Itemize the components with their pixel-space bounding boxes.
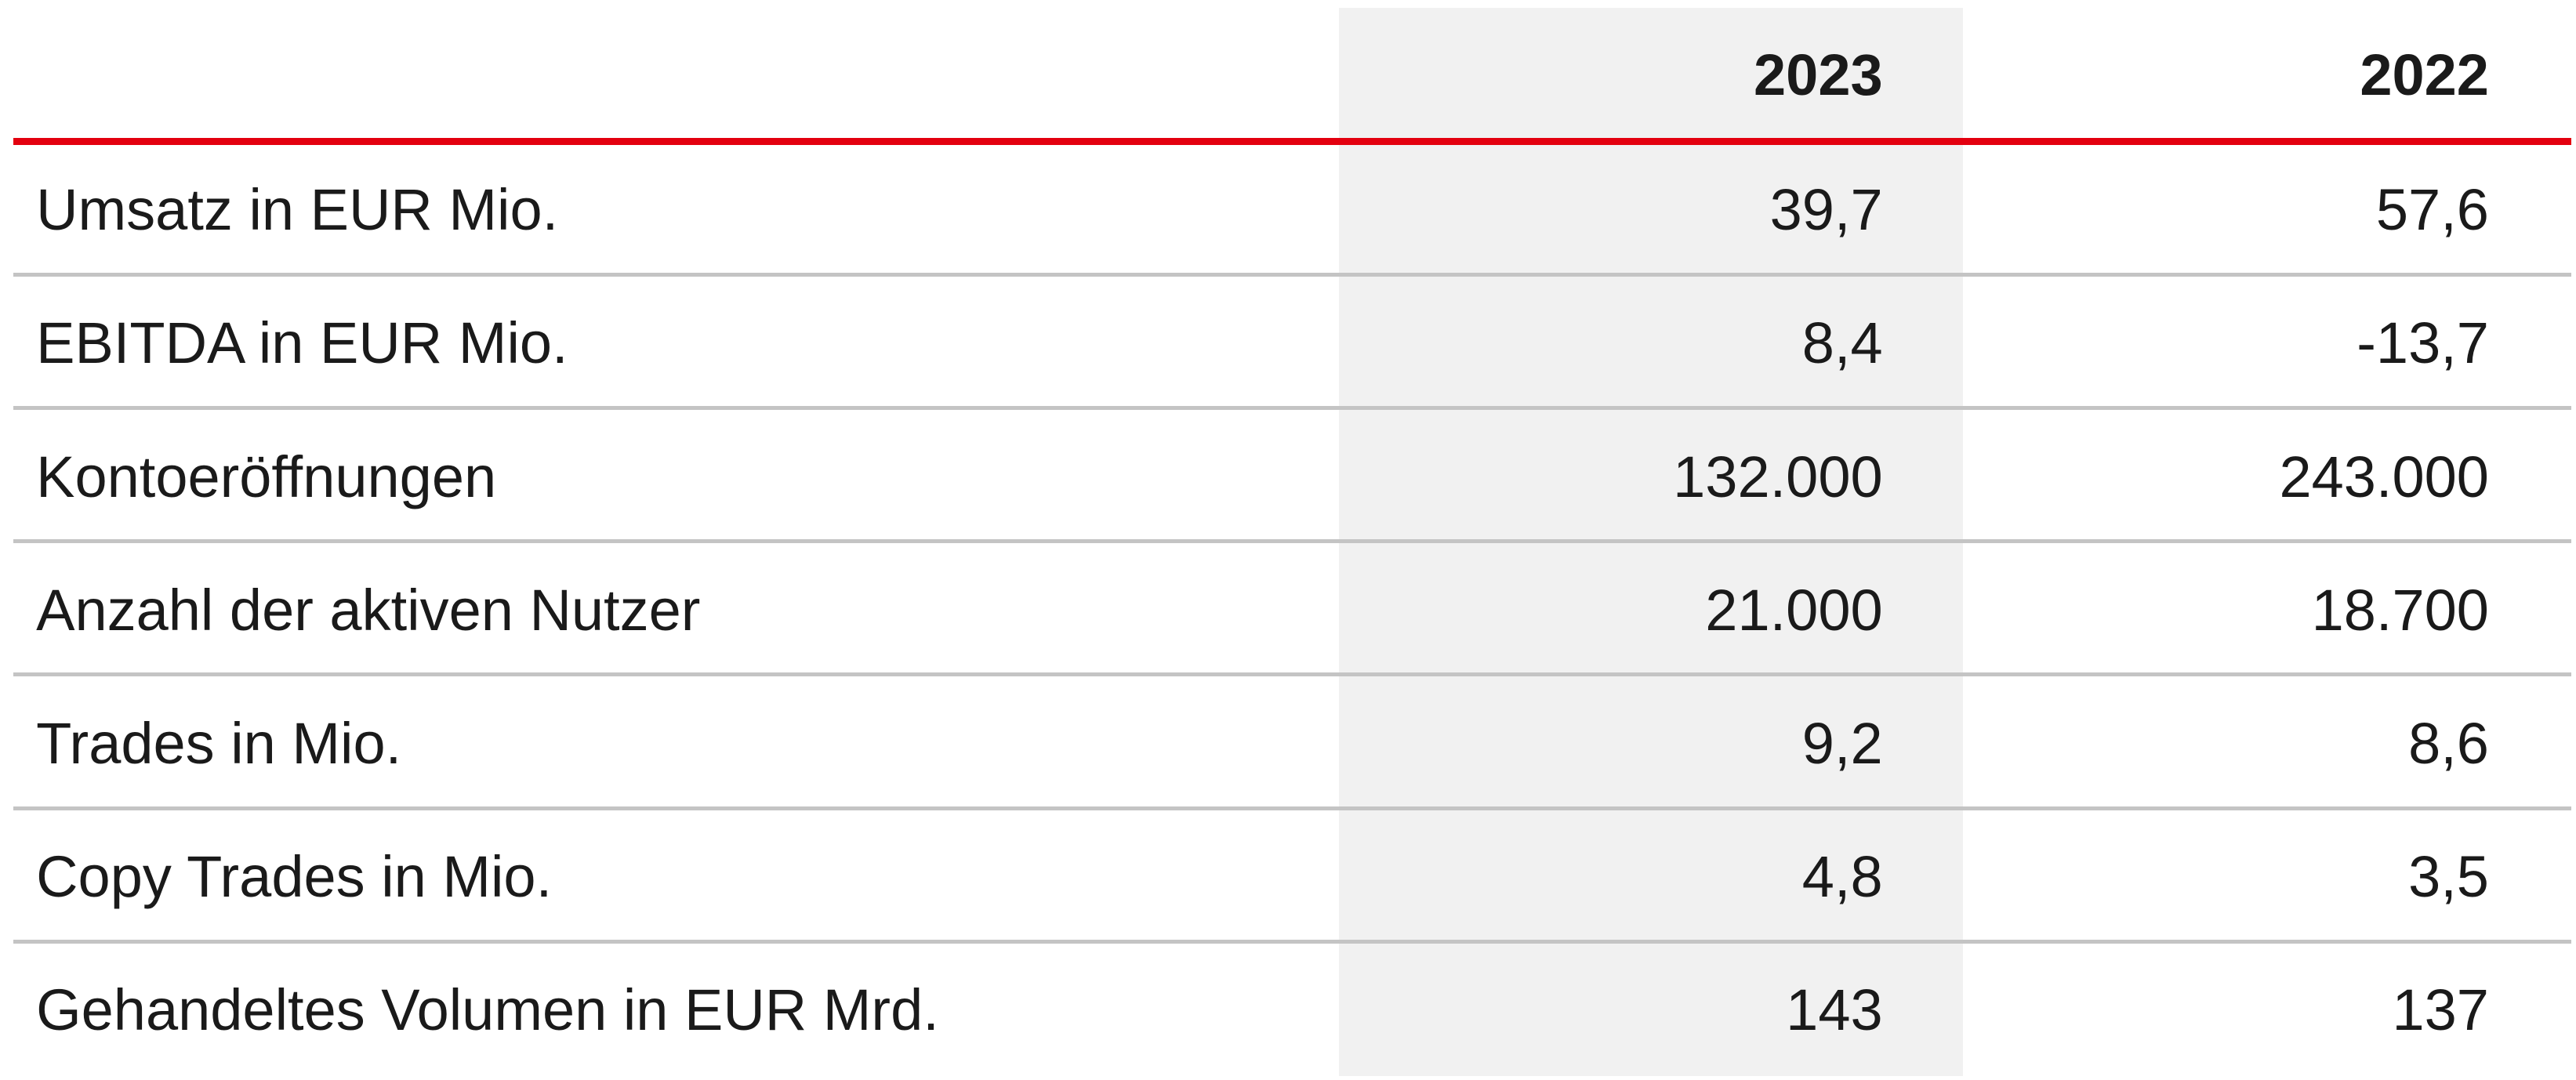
value-cell: 243.000 [2279, 444, 2489, 509]
row-separator [13, 806, 2571, 810]
value-cell: -13,7 [2356, 310, 2489, 376]
row-label: Copy Trades in Mio. [36, 844, 553, 910]
value-cell: 39,7 [1769, 177, 1883, 243]
value-cell: 3,5 [2408, 844, 2489, 910]
value-cell: 18.700 [2311, 577, 2489, 643]
row-label: EBITDA in EUR Mio. [36, 310, 568, 376]
column-header: 2023 [1754, 42, 1883, 108]
value-cell: 143 [1786, 977, 1883, 1043]
row-label: Umsatz in EUR Mio. [36, 177, 559, 243]
row-separator [13, 539, 2571, 544]
row-label: Gehandeltes Volumen in EUR Mrd. [36, 977, 939, 1043]
row-separator [13, 672, 2571, 677]
value-cell: 9,2 [1801, 710, 1883, 776]
row-label: Trades in Mio. [36, 710, 402, 776]
column-header: 2022 [2360, 42, 2489, 108]
value-cell: 8,6 [2408, 710, 2489, 776]
value-cell: 57,6 [2375, 177, 2489, 243]
row-separator [13, 272, 2571, 277]
row-label: Anzahl der aktiven Nutzer [36, 577, 701, 643]
row-label: Kontoeröffnungen [36, 444, 497, 509]
header-rule [13, 138, 2571, 145]
value-cell: 137 [2392, 977, 2489, 1043]
value-cell: 132.000 [1673, 444, 1883, 509]
value-cell: 8,4 [1801, 310, 1883, 376]
row-separator [13, 939, 2571, 944]
row-separator [13, 406, 2571, 411]
value-cell: 4,8 [1801, 844, 1883, 910]
value-cell: 21.000 [1705, 577, 1883, 643]
